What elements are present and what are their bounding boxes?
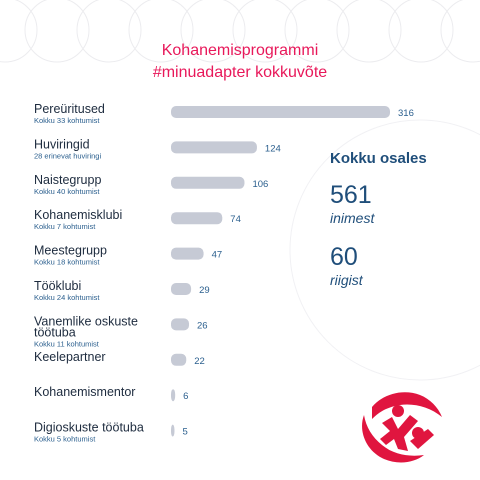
category-label: Tööklubi <box>34 279 81 293</box>
category-label: Kohanemisklubi <box>34 208 122 222</box>
value-label: 22 <box>194 356 205 367</box>
value-label: 316 <box>398 108 414 119</box>
category-subtitle: 28 erinevat huviringi <box>34 151 101 160</box>
two-people-circle-logo-icon <box>362 392 442 463</box>
chart-row: Keelepartner 22 <box>34 350 205 367</box>
bar <box>171 424 175 437</box>
chart-title-line-2: #minuadapter kokkuvõte <box>152 64 328 81</box>
bar <box>171 141 257 154</box>
summary-heading: Kokku osales <box>330 150 427 167</box>
category-subtitle: Kokku 24 kohtumist <box>34 293 100 302</box>
category-subtitle: Kokku 5 kohtumist <box>34 435 96 444</box>
chart-title: Kohanemisprogrammi #minuadapter kokkuvõt… <box>0 40 480 84</box>
category-label: Pereüritused <box>34 102 105 116</box>
category-subtitle: Kokku 40 kohtumist <box>34 187 100 196</box>
category-label: Vanemlike oskuste <box>34 314 138 328</box>
bar <box>171 283 192 295</box>
value-label: 106 <box>252 179 268 190</box>
stat-value-countries: 60 <box>330 243 358 271</box>
category-label: Kohanemismentor <box>34 385 135 399</box>
category-label: Huviringid <box>34 137 90 151</box>
category-subtitle: Kokku 18 kohtumist <box>34 258 100 267</box>
category-label: Meestegrupp <box>34 244 107 258</box>
summary-stat-countries: 60 riigist <box>330 243 470 289</box>
category-label: Keelepartner <box>34 350 106 364</box>
bar <box>171 212 223 225</box>
value-label: 6 <box>183 391 188 402</box>
value-label: 5 <box>182 427 187 438</box>
category-subtitle: Kokku 11 kohtumist <box>34 339 100 348</box>
value-label: 124 <box>265 143 281 154</box>
category-label: töötuba <box>34 325 76 339</box>
summary-stat-people: 561 inimest <box>330 181 470 227</box>
chart-title-line-1: Kohanemisprogrammi <box>161 42 319 59</box>
bar <box>171 353 187 366</box>
bar <box>171 106 390 118</box>
bar <box>171 389 176 402</box>
stat-value-people: 561 <box>330 181 372 209</box>
value-label: 29 <box>199 285 210 296</box>
bar <box>171 247 204 260</box>
chart-row: Kohanemismentor 6 <box>34 385 188 402</box>
bar <box>171 176 245 189</box>
stat-label-people: inimest <box>330 210 375 226</box>
value-label: 74 <box>230 214 241 225</box>
category-subtitle: Kokku 33 kohtumist <box>34 116 100 125</box>
category-label: Naistegrupp <box>34 173 101 187</box>
value-label: 26 <box>197 320 208 331</box>
category-label: Digioskuste töötuba <box>34 421 144 435</box>
stat-label-countries: riigist <box>330 272 363 288</box>
summary-panel: Kokku osales 561 inimest 60 riigist <box>330 150 470 289</box>
bar <box>171 318 190 331</box>
category-subtitle: Kokku 7 kohtumist <box>34 222 96 231</box>
value-label: 47 <box>212 250 223 261</box>
